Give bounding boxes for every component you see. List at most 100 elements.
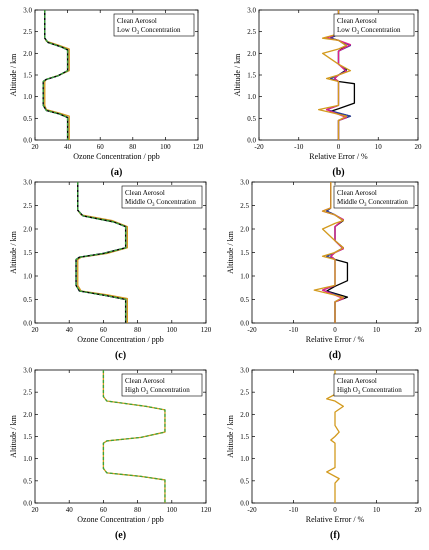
panel-caption: (c) xyxy=(115,350,126,361)
y-tick-label: 2.5 xyxy=(23,202,32,210)
panel-d: -20 -10 0 10 20 0.0 0.5 1.0 1.5 2.0 2.5 3.0 Relative… xyxy=(226,179,422,362)
y-tick-label: 1.0 xyxy=(23,455,32,463)
legend-line-1: Clean Aerosol xyxy=(337,377,377,385)
x-tick-label: 120 xyxy=(193,143,204,151)
series-line-1 xyxy=(44,10,70,140)
legend-line-2: High O3 Concentration xyxy=(125,386,190,396)
x-tick-label: 20 xyxy=(32,326,40,334)
y-tick-label: 2.0 xyxy=(240,226,249,234)
y-tick-label: 2.0 xyxy=(23,226,32,234)
y-tick-label: 0.5 xyxy=(23,296,32,304)
x-tick-label: 80 xyxy=(134,506,142,514)
panel-caption: (d) xyxy=(329,350,341,361)
panel-a: 20 40 60 80 100 120 0.0 0.5 1.0 1.5 2.0 2.5 3.0 Ozone… xyxy=(9,7,204,179)
x-axis-label: Relative Error / % xyxy=(306,335,365,344)
x-tick-label: 40 xyxy=(66,506,74,514)
series-line-4 xyxy=(317,10,352,140)
panel-e: 20 40 60 80 100 120 0.0 0.5 1.0 1.5 2.0 2.5 3.0 Ozone… xyxy=(9,367,212,542)
y-tick-label: 2.0 xyxy=(240,411,249,419)
y-tick-label: 2.0 xyxy=(23,50,32,58)
legend-line-1: Clean Aerosol xyxy=(337,189,377,197)
y-tick-label: 3.0 xyxy=(23,179,32,187)
x-tick-label: 20 xyxy=(32,143,40,151)
y-axis-label: Altitude / km xyxy=(226,414,235,457)
series-line-1 xyxy=(77,182,128,323)
legend-box xyxy=(333,13,415,37)
panel-caption: (b) xyxy=(332,167,344,178)
legend-line-2: Middle O3 Concentration xyxy=(125,198,196,208)
x-tick-label: 10 xyxy=(373,326,381,334)
y-tick-label: 3.0 xyxy=(240,367,249,375)
series-line-3 xyxy=(42,10,69,140)
y-tick-label: 0.5 xyxy=(240,296,249,304)
y-tick-label: 2.5 xyxy=(240,202,249,210)
y-tick-label: 0.0 xyxy=(23,500,32,508)
y-tick-label: 1.5 xyxy=(247,72,256,80)
x-axis-label: Relative Error / % xyxy=(309,152,368,161)
x-tick-label: -10 xyxy=(289,326,299,334)
legend-box xyxy=(113,13,195,37)
series-line-4 xyxy=(42,10,69,140)
x-axis-label: Ozone Concentration / ppb xyxy=(73,152,159,161)
y-tick-label: 0.5 xyxy=(247,115,256,123)
legend-box xyxy=(333,373,415,397)
y-tick-label: 3.0 xyxy=(240,179,249,187)
legend-line-2: Middle O3 Concentration xyxy=(337,198,408,208)
x-tick-label: -20 xyxy=(247,506,257,514)
series-line-2 xyxy=(42,10,69,140)
x-tick-label: 80 xyxy=(129,143,137,151)
y-tick-label: 1.5 xyxy=(23,433,32,441)
y-tick-label: 0.0 xyxy=(240,500,249,508)
x-tick-label: 100 xyxy=(167,506,178,514)
y-tick-label: 1.0 xyxy=(240,455,249,463)
x-tick-label: -10 xyxy=(294,143,304,151)
legend-line-1: Clean Aerosol xyxy=(337,17,377,25)
x-tick-label: 10 xyxy=(373,506,381,514)
y-tick-label: 2.5 xyxy=(247,28,256,36)
x-tick-label: 60 xyxy=(97,143,105,151)
y-tick-label: 0.0 xyxy=(23,320,32,328)
y-axis-label: Altitude / km xyxy=(226,230,235,273)
series-line-4 xyxy=(75,182,127,323)
y-tick-label: 1.0 xyxy=(23,273,32,281)
y-tick-label: 2.5 xyxy=(23,28,32,36)
x-tick-label: -20 xyxy=(247,326,257,334)
x-tick-label: 40 xyxy=(64,143,72,151)
legend-line-1: Clean Aerosol xyxy=(125,377,165,385)
legend-line-2: Low O3 Concentration xyxy=(117,26,181,36)
panel-caption: (a) xyxy=(111,167,123,178)
x-tick-label: 60 xyxy=(100,506,108,514)
legend-line-1: Clean Aerosol xyxy=(125,189,165,197)
series-line-2 xyxy=(75,182,127,323)
x-tick-label: 100 xyxy=(167,326,178,334)
y-tick-label: 1.5 xyxy=(240,433,249,441)
series-line-1 xyxy=(326,370,344,503)
x-axis-label: Ozone Concentration / ppb xyxy=(77,335,163,344)
y-tick-label: 3.0 xyxy=(23,7,32,15)
legend-box xyxy=(121,185,203,209)
legend-line-2: High O3 Concentration xyxy=(337,386,402,396)
panel-caption: (f) xyxy=(330,530,340,541)
x-tick-label: 80 xyxy=(134,326,142,334)
y-axis-label: Altitude / km xyxy=(9,53,18,96)
x-tick-label: 0 xyxy=(333,506,337,514)
x-tick-label: 10 xyxy=(375,143,383,151)
x-tick-label: 120 xyxy=(201,506,212,514)
x-tick-label: -10 xyxy=(289,506,299,514)
y-axis-label: Altitude / km xyxy=(9,230,18,273)
x-tick-label: 0 xyxy=(333,326,337,334)
y-tick-label: 1.5 xyxy=(23,249,32,257)
y-axis-label: Altitude / km xyxy=(9,414,18,457)
legend-box xyxy=(333,185,415,209)
y-tick-label: 1.5 xyxy=(23,72,32,80)
y-tick-label: 1.5 xyxy=(240,249,249,257)
y-tick-label: 0.5 xyxy=(240,477,249,485)
y-tick-label: 0.0 xyxy=(247,137,256,145)
x-tick-label: 20 xyxy=(415,326,423,334)
panel-f: -20 -10 0 10 20 0.0 0.5 1.0 1.5 2.0 2.5 3.0 Relative… xyxy=(226,367,422,542)
legend-line-2: Low O3 Concentration xyxy=(337,26,401,36)
series-line-4 xyxy=(313,182,344,323)
y-tick-label: 2.0 xyxy=(23,411,32,419)
x-axis-label: Relative Error / % xyxy=(306,515,365,524)
